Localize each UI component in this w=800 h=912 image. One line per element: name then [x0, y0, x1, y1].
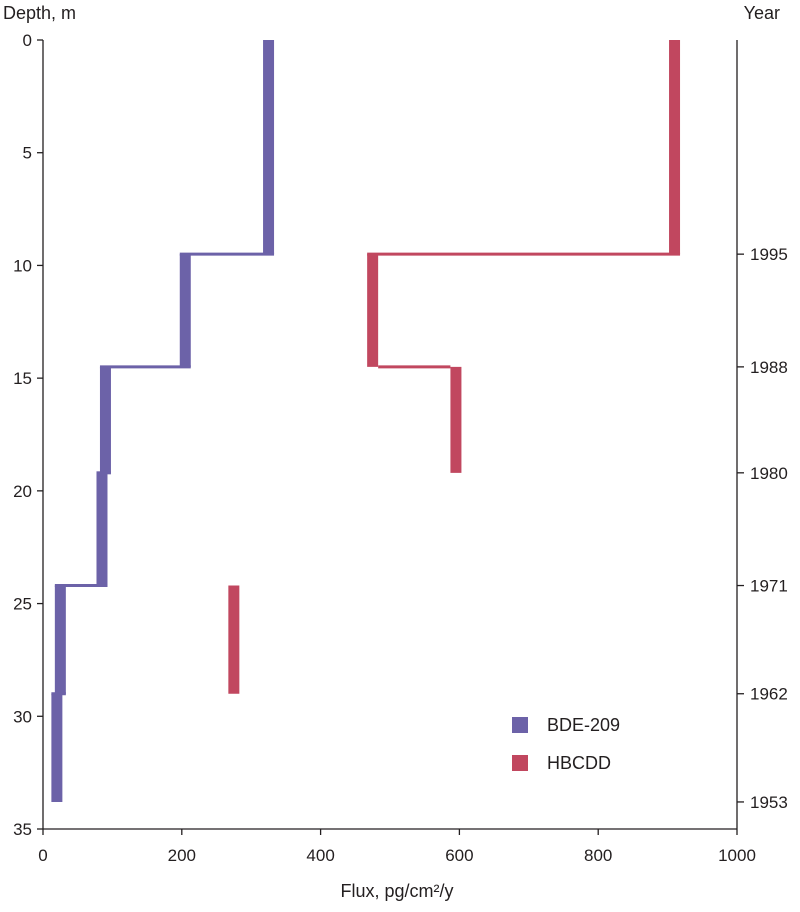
year-tick-label: 1980 — [750, 464, 788, 483]
y-tick-label: 25 — [13, 595, 32, 614]
axes — [42, 40, 738, 830]
right-axis-title: Year — [744, 3, 780, 23]
y-tick-label: 15 — [13, 369, 32, 388]
y-tick-label: 35 — [13, 820, 32, 839]
x-tick-label: 0 — [38, 846, 47, 865]
x-axis-title: Flux, pg/cm²/y — [340, 881, 453, 901]
legend-swatch-hbcdd — [512, 755, 528, 771]
y-tick-label: 20 — [13, 482, 32, 501]
legend-label-hbcdd: HBCDD — [547, 753, 611, 773]
series — [51, 40, 681, 802]
x-tick-label: 200 — [168, 846, 196, 865]
x-tick-label: 1000 — [718, 846, 756, 865]
y-axis-title: Depth, m — [3, 3, 76, 23]
ticks: 0 5 10 15 20 25 30 35 0 200 400 600 800 1000 1995 1988 1… — [13, 31, 788, 865]
y-tick-label: 10 — [13, 256, 32, 275]
legend-swatch-bde-209 — [512, 717, 528, 733]
x-tick-label: 400 — [306, 846, 334, 865]
legend-label-bde-209: BDE-209 — [547, 715, 620, 735]
legend: BDE-209 HBCDD — [512, 715, 620, 773]
year-tick-label: 1988 — [750, 358, 788, 377]
y-tick-label: 0 — [23, 31, 32, 50]
y-tick-label: 5 — [23, 144, 32, 163]
year-tick-label: 1953 — [750, 793, 788, 812]
year-tick-label: 1971 — [750, 577, 788, 596]
x-tick-label: 600 — [445, 846, 473, 865]
y-tick-label: 30 — [13, 707, 32, 726]
year-tick-label: 1962 — [750, 685, 788, 704]
x-tick-label: 800 — [584, 846, 612, 865]
year-tick-label: 1995 — [750, 245, 788, 264]
